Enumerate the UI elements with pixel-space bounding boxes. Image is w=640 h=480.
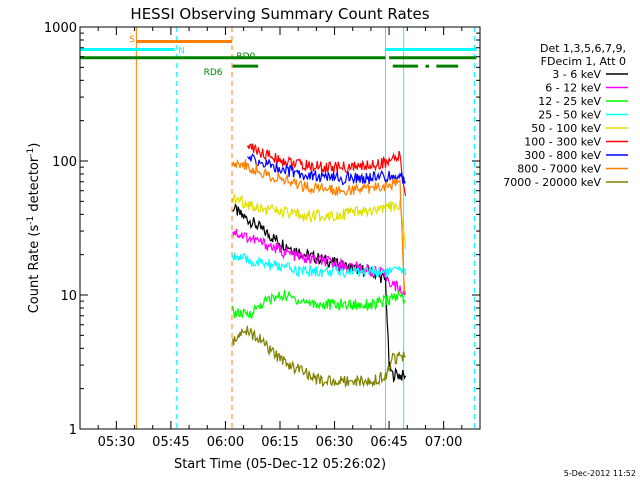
- legend-label-7: 300 - 800 keV: [524, 149, 601, 162]
- y-tick-label-4: 1000: [44, 21, 77, 36]
- legend-label-3: 12 - 25 keV: [538, 95, 601, 108]
- legend: Det 1,3,5,6,7,9, FDecim 1, Att 0 3 - 6 k…: [503, 42, 628, 189]
- flag-label-6: RD6: [204, 68, 223, 78]
- chart-title: HESSI Observing Summary Count Rates: [130, 5, 429, 23]
- legend-label-8: 800 - 7000 keV: [517, 163, 601, 176]
- series-line-7: [247, 153, 406, 186]
- y-axis-label-mid: detector: [27, 156, 42, 216]
- y-tick-label-1: 1: [69, 423, 77, 438]
- y-axis-label-main: Count Rate (s: [27, 225, 42, 314]
- x-tick-label-7: 07:00: [425, 435, 462, 450]
- y-axis-label-end: ): [27, 143, 42, 148]
- y-tick-label-3: 100: [52, 155, 77, 170]
- legend-label-5: 50 - 100 keV: [531, 122, 601, 135]
- legend-label-6: 100 - 300 keV: [524, 136, 601, 149]
- x-tick-label-4: 06:15: [261, 435, 298, 450]
- legend-header-line-2: FDecim 1, Att 0: [541, 55, 626, 68]
- series-line-6: [246, 143, 407, 196]
- x-tick-label-6: 06:45: [370, 435, 407, 450]
- legend-label-9: 7000 - 20000 keV: [503, 176, 601, 189]
- y-axis-label-sup2: -1: [26, 148, 36, 157]
- plot-frame: [79, 26, 481, 430]
- y-axis-label-sup1: -1: [26, 216, 36, 225]
- series-line-4: [232, 252, 407, 279]
- legend-header-line-1: Det 1,3,5,6,7,9,: [540, 42, 626, 55]
- axes: 1 10 100 1000 05:30 05:45 06:00 06:15 06:30 06:45…: [44, 21, 480, 450]
- footer-timestamp: 5-Dec-2012 11:52: [564, 469, 636, 478]
- legend-label-4: 25 - 50 keV: [538, 109, 601, 122]
- flag-label-4: RD0: [236, 52, 255, 62]
- series-line-9: [232, 325, 406, 389]
- x-tick-label-3: 06:00: [207, 435, 244, 450]
- x-tick-label-1: 05:30: [98, 435, 135, 450]
- series-line-5: [232, 193, 407, 250]
- flag-label-1: S: [129, 35, 135, 45]
- flag-bars: S N RD0 RD6: [80, 35, 477, 78]
- legend-label-2: 6 - 12 keV: [545, 82, 601, 95]
- legend-label-1: 3 - 6 keV: [552, 68, 601, 81]
- series-line-3: [232, 289, 406, 320]
- x-axis-label: Start Time (05-Dec-12 05:26:02): [174, 457, 386, 472]
- plot-area: [79, 27, 476, 429]
- y-axis-label: Count Rate (s-1 detector-1): [26, 143, 42, 314]
- flag-label-2: N: [178, 46, 185, 56]
- x-tick-label-5: 06:30: [316, 435, 353, 450]
- series-line-8: [232, 159, 407, 296]
- x-tick-label-2: 05:45: [152, 435, 189, 450]
- y-tick-label-2: 10: [60, 289, 77, 304]
